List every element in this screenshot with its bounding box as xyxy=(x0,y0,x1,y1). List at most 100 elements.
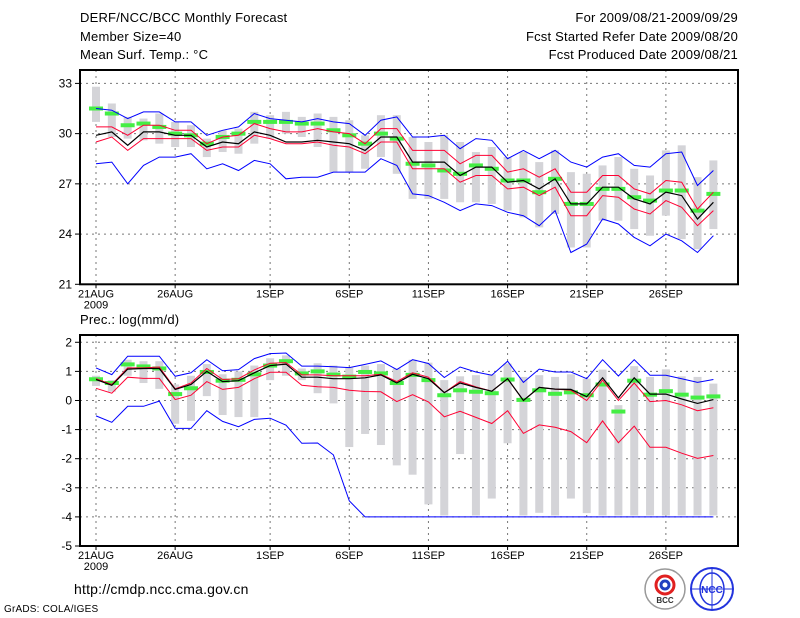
obs-marker xyxy=(136,121,151,126)
obs-marker xyxy=(405,161,420,166)
ensemble-box xyxy=(171,384,180,424)
obs-marker xyxy=(627,195,642,200)
ensemble-box xyxy=(503,363,512,444)
obs-marker xyxy=(532,388,547,393)
obs-marker xyxy=(484,391,499,396)
ensemble-box xyxy=(535,375,544,513)
y-tick-label: -2 xyxy=(61,452,72,466)
series-lower-line xyxy=(95,371,714,459)
series-min-line xyxy=(95,153,714,254)
precip-label: Prec.: log(mm/d) xyxy=(80,312,180,327)
x-tick-label: 26AUG xyxy=(157,550,193,562)
ensemble-box xyxy=(614,405,623,516)
plot-frame xyxy=(79,69,739,286)
obs-marker xyxy=(453,388,468,393)
ensemble-box xyxy=(535,162,544,228)
ensemble-box xyxy=(440,135,449,199)
x-tick-label: 11SEP xyxy=(412,550,445,562)
obs-marker xyxy=(104,111,119,116)
member-size: Member Size=40 xyxy=(80,29,182,44)
ensemble-box xyxy=(234,371,243,418)
ensemble-box xyxy=(693,177,702,250)
x-tick-label: 6SEP xyxy=(335,288,363,300)
obs-marker xyxy=(690,395,705,400)
ensemble-box xyxy=(424,362,433,505)
ensemble-box xyxy=(582,378,591,514)
ensemble-box xyxy=(677,376,686,516)
ensemble-box xyxy=(345,367,354,448)
ensemble-box xyxy=(202,138,211,158)
start-date: Fcst Started Refer Date 2009/08/20 xyxy=(525,29,738,44)
x-tick-label: 21SEP xyxy=(570,288,604,300)
ensemble-box xyxy=(107,103,116,137)
series-mean-line xyxy=(95,363,714,405)
x-tick-label: 26SEP xyxy=(649,288,683,300)
ensemble-box xyxy=(266,115,275,139)
ensemble-box xyxy=(503,157,512,211)
ensemble-box xyxy=(471,375,480,516)
ensemble-box xyxy=(661,150,670,216)
obs-marker xyxy=(358,369,373,374)
obs-marker xyxy=(120,362,135,367)
obs-marker xyxy=(500,178,515,183)
obs-marker xyxy=(595,382,610,387)
y-tick-label: 33 xyxy=(59,76,73,90)
x-tick-label: 26AUG xyxy=(157,288,193,300)
x-year-label: 2009 xyxy=(84,561,108,573)
x-tick-label: 16SEP xyxy=(490,550,524,562)
ensemble-box xyxy=(598,165,607,221)
ensemble-box xyxy=(487,374,496,499)
obs-marker xyxy=(136,364,151,369)
y-tick-label: 30 xyxy=(59,127,73,141)
series-max-line xyxy=(95,352,714,384)
y-tick-label: -3 xyxy=(61,481,72,495)
ensemble-box xyxy=(376,364,385,446)
obs-marker xyxy=(484,166,499,171)
obs-marker xyxy=(627,378,642,383)
ensemble-box xyxy=(661,369,670,516)
obs-marker xyxy=(310,369,325,374)
x-tick-label: 1SEP xyxy=(256,288,284,300)
ensemble-box xyxy=(392,115,401,174)
grads-credit: GrADS: COLA/IGES xyxy=(4,604,99,615)
ensemble-box xyxy=(250,111,259,144)
url-link[interactable]: http://cmdp.ncc.cma.gov.cn xyxy=(74,581,249,597)
obs-marker xyxy=(231,377,246,382)
obs-marker xyxy=(310,121,325,126)
chart-title: DERF/NCC/BCC Monthly Forecast xyxy=(80,10,288,25)
ensemble-box xyxy=(456,376,465,455)
ensemble-box xyxy=(566,172,575,248)
y-tick-label: -1 xyxy=(61,423,72,437)
obs-marker xyxy=(326,128,341,133)
x-tick-label: 21AUG xyxy=(78,550,114,562)
ensemble-box xyxy=(709,383,718,516)
obs-marker xyxy=(532,190,547,195)
obs-marker xyxy=(674,392,689,397)
chart-panel-precipitation: -5 -4 -3 -2 -1 0 1 2 21AUG 26AUG 1SEP 6SEP 11SEP 16SE… xyxy=(61,334,739,573)
ensemble-box xyxy=(266,358,275,381)
obs-marker xyxy=(294,371,309,376)
ensemble-box xyxy=(630,366,639,516)
y-tick-label: 0 xyxy=(65,393,72,407)
obs-marker xyxy=(168,392,183,397)
obs-marker xyxy=(579,393,594,398)
ensemble-box xyxy=(582,173,591,248)
obs-marker xyxy=(120,123,135,128)
ensemble-box xyxy=(376,115,385,158)
obs-marker xyxy=(247,372,262,377)
ensemble-box xyxy=(329,116,338,173)
ensemble-box xyxy=(218,130,227,153)
y-tick-label: 1 xyxy=(65,364,72,378)
x-tick-label: 21AUG xyxy=(78,288,114,300)
ensemble-box xyxy=(313,363,322,394)
ensemble-box xyxy=(92,86,100,122)
series-mean-line xyxy=(95,131,714,220)
ensemble-box xyxy=(123,116,132,139)
x-tick-label: 11SEP xyxy=(412,288,445,300)
obs-marker xyxy=(263,119,278,124)
forecast-period: For 2009/08/21-2009/09/29 xyxy=(575,10,738,25)
x-tick-label: 16SEP xyxy=(490,288,524,300)
obs-marker xyxy=(548,391,563,396)
x-tick-label: 1SEP xyxy=(256,550,284,562)
obs-marker xyxy=(643,198,658,203)
